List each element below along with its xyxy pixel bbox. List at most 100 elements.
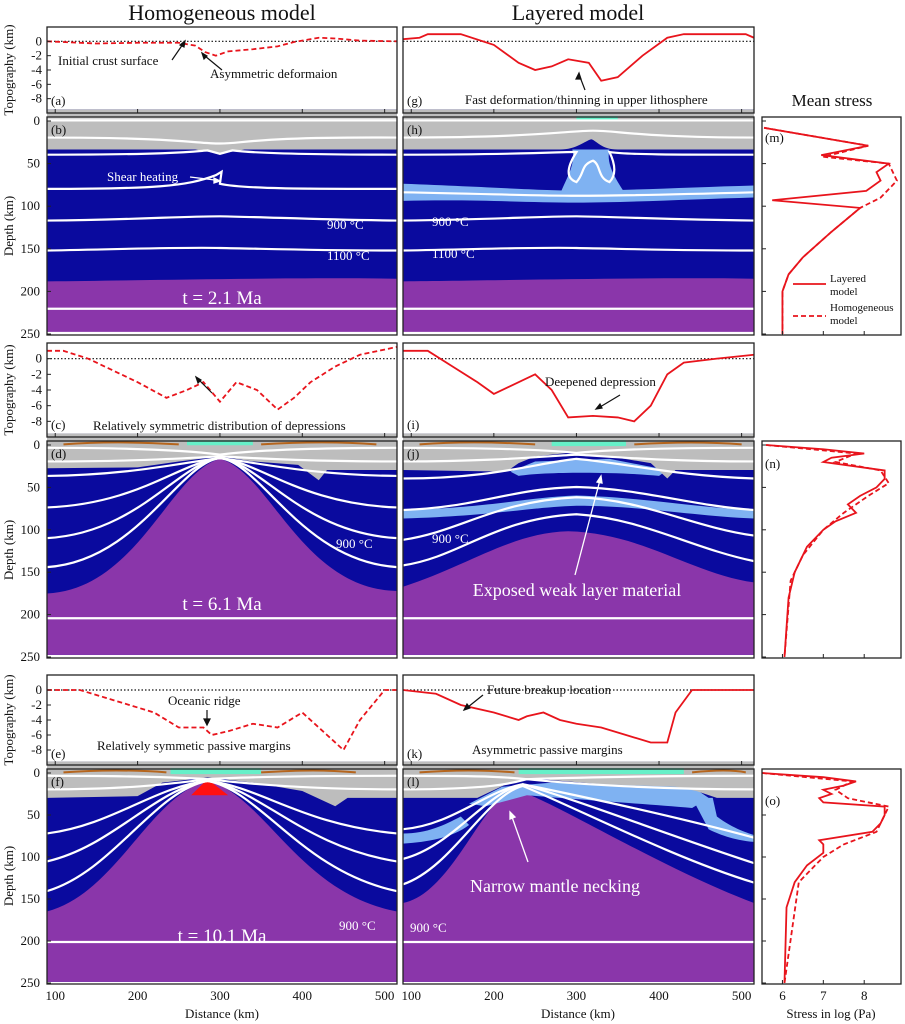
topography-line-c xyxy=(47,346,398,411)
ylabel-depth-2: Depth (km) xyxy=(1,520,16,580)
legend-homogeneous-2: model xyxy=(830,315,858,327)
stress-line-o-homogeneous xyxy=(761,772,891,984)
panel-label-i: (i) xyxy=(407,417,419,432)
ylabel-depth-3: Depth (km) xyxy=(1,846,16,906)
depth-tick-label: 150 xyxy=(21,564,41,579)
depth-tick-label: 250 xyxy=(21,649,41,664)
depth-tick-label: 100 xyxy=(21,198,41,213)
isotherm-label-h-1100: 1100 °C xyxy=(432,246,475,261)
topography-line-k xyxy=(402,689,754,744)
isotherm-label-d-900: 900 °C xyxy=(336,536,373,551)
distance-tick-label: 100 xyxy=(402,988,422,1003)
distance-tick-label: 300 xyxy=(567,988,587,1003)
topo-tick-label: -4 xyxy=(31,62,42,77)
depth-tick-label: 250 xyxy=(21,326,41,341)
model-panel-l xyxy=(403,761,755,982)
topo-tick-label: -8 xyxy=(31,742,42,757)
legend-homogeneous-1: Homogeneous xyxy=(830,302,894,314)
panel-label-k: (k) xyxy=(407,746,422,761)
panel-label-c: (c) xyxy=(51,417,65,432)
legend: Layered model Homogeneous model xyxy=(793,273,894,327)
panel-label-h: (h) xyxy=(407,122,422,137)
topo-tick-label: -2 xyxy=(31,697,42,712)
xlabel-distance-homogeneous: Distance (km) xyxy=(185,1006,259,1021)
topography-line-a xyxy=(46,36,398,57)
annotation-arrows xyxy=(171,39,621,727)
depth-tick-label: 50 xyxy=(27,156,40,171)
stress-tick-label: 8 xyxy=(861,988,868,1003)
distance-tick-label: 200 xyxy=(484,988,504,1003)
melt-region xyxy=(191,779,229,796)
annotation-narrow-mantle-necking: Narrow mantle necking xyxy=(470,876,640,896)
lithospheric-mantle xyxy=(46,109,397,282)
topo-tick-label: -6 xyxy=(31,727,42,742)
distance-tick-label: 400 xyxy=(649,988,669,1003)
depth-tick-label: 150 xyxy=(21,891,41,906)
sediment-deposits xyxy=(63,442,376,444)
ylabel-topography-3: Topography (km) xyxy=(1,674,16,765)
topography-line-e xyxy=(47,689,397,752)
distance-tick-label: 300 xyxy=(210,988,230,1003)
distance-tick-label: 100 xyxy=(45,988,65,1003)
crust xyxy=(46,761,397,807)
stress-line-o-layered xyxy=(761,772,886,984)
asthenosphere xyxy=(46,780,397,982)
model-panel-b xyxy=(46,109,397,332)
title-layered: Layered model xyxy=(512,0,645,25)
stress-tick-label: 6 xyxy=(779,988,786,1003)
distance-tick-label: 400 xyxy=(293,988,313,1003)
depth-tick-label: 100 xyxy=(21,522,41,537)
panel-label-l: (l) xyxy=(407,774,419,789)
distance-tick-label: 500 xyxy=(375,988,395,1003)
legend-layered-2: model xyxy=(830,286,858,298)
panel-label-f: (f) xyxy=(51,774,64,789)
depth-tick-label: 250 xyxy=(21,975,41,990)
annotation-future-breakup: Future breakup location xyxy=(487,682,612,697)
panel-label-g: (g) xyxy=(407,93,422,108)
isotherm-label-b-1100: 1100 °C xyxy=(327,248,370,263)
depth-tick-label: 0 xyxy=(34,437,41,452)
panel-frames xyxy=(46,26,902,985)
crust xyxy=(403,109,755,150)
isotherm-label-l-900: 900 °C xyxy=(410,920,447,935)
crust xyxy=(46,109,397,154)
topo-tick-label: 0 xyxy=(36,33,43,48)
depth-tick-label: 200 xyxy=(21,607,41,622)
xlabel-distance-layered: Distance (km) xyxy=(541,1006,615,1021)
model-panel-j xyxy=(403,433,755,655)
depth-tick-label: 50 xyxy=(27,479,40,494)
depth-tick-label: 0 xyxy=(34,765,41,780)
isotherm-label-b-900: 900 °C xyxy=(327,217,364,232)
asthenosphere xyxy=(403,531,755,655)
depth-tick-label: 50 xyxy=(27,807,40,822)
sediment xyxy=(576,116,618,122)
depth-tick-label: 200 xyxy=(21,933,41,948)
depth-tick-label: 100 xyxy=(21,849,41,864)
stress-line-m-homogeneous xyxy=(763,126,898,334)
distance-tick-label: 500 xyxy=(732,988,752,1003)
annotation-deepened-depression: Deepened depression xyxy=(545,374,656,389)
panel-label-m: (m) xyxy=(765,130,784,145)
time-label-f: t = 10.1 Ma xyxy=(178,926,267,947)
panel-label-e: (e) xyxy=(51,746,65,761)
title-mean-stress: Mean stress xyxy=(792,91,873,110)
stress-line-n-homogeneous xyxy=(766,444,890,658)
annotation-arrows-white xyxy=(189,176,603,863)
title-homogeneous: Homogeneous model xyxy=(128,0,316,25)
topo-tick-label: -4 xyxy=(31,382,42,397)
annotation-initial-crust-surface: Initial crust surface xyxy=(58,53,159,68)
distance-tick-label: 200 xyxy=(128,988,148,1003)
ylabel-topography-1: Topography (km) xyxy=(1,24,16,115)
panel-label-a: (a) xyxy=(51,93,65,108)
topo-tick-label: -4 xyxy=(31,712,42,727)
panel-label-b: (b) xyxy=(51,122,66,137)
annotation-exposed-weak-layer: Exposed weak layer material xyxy=(473,580,681,600)
isotherm-label-j-900: 900 °C xyxy=(432,531,469,546)
topo-tick-label: -8 xyxy=(31,91,42,106)
depth-tick-label: 0 xyxy=(34,113,41,128)
time-label-b: t = 2.1 Ma xyxy=(182,288,262,309)
isotherm-label-f-900: 900 °C xyxy=(339,918,376,933)
topo-tick-label: -2 xyxy=(31,48,42,63)
stress-line-n-layered xyxy=(766,444,886,658)
